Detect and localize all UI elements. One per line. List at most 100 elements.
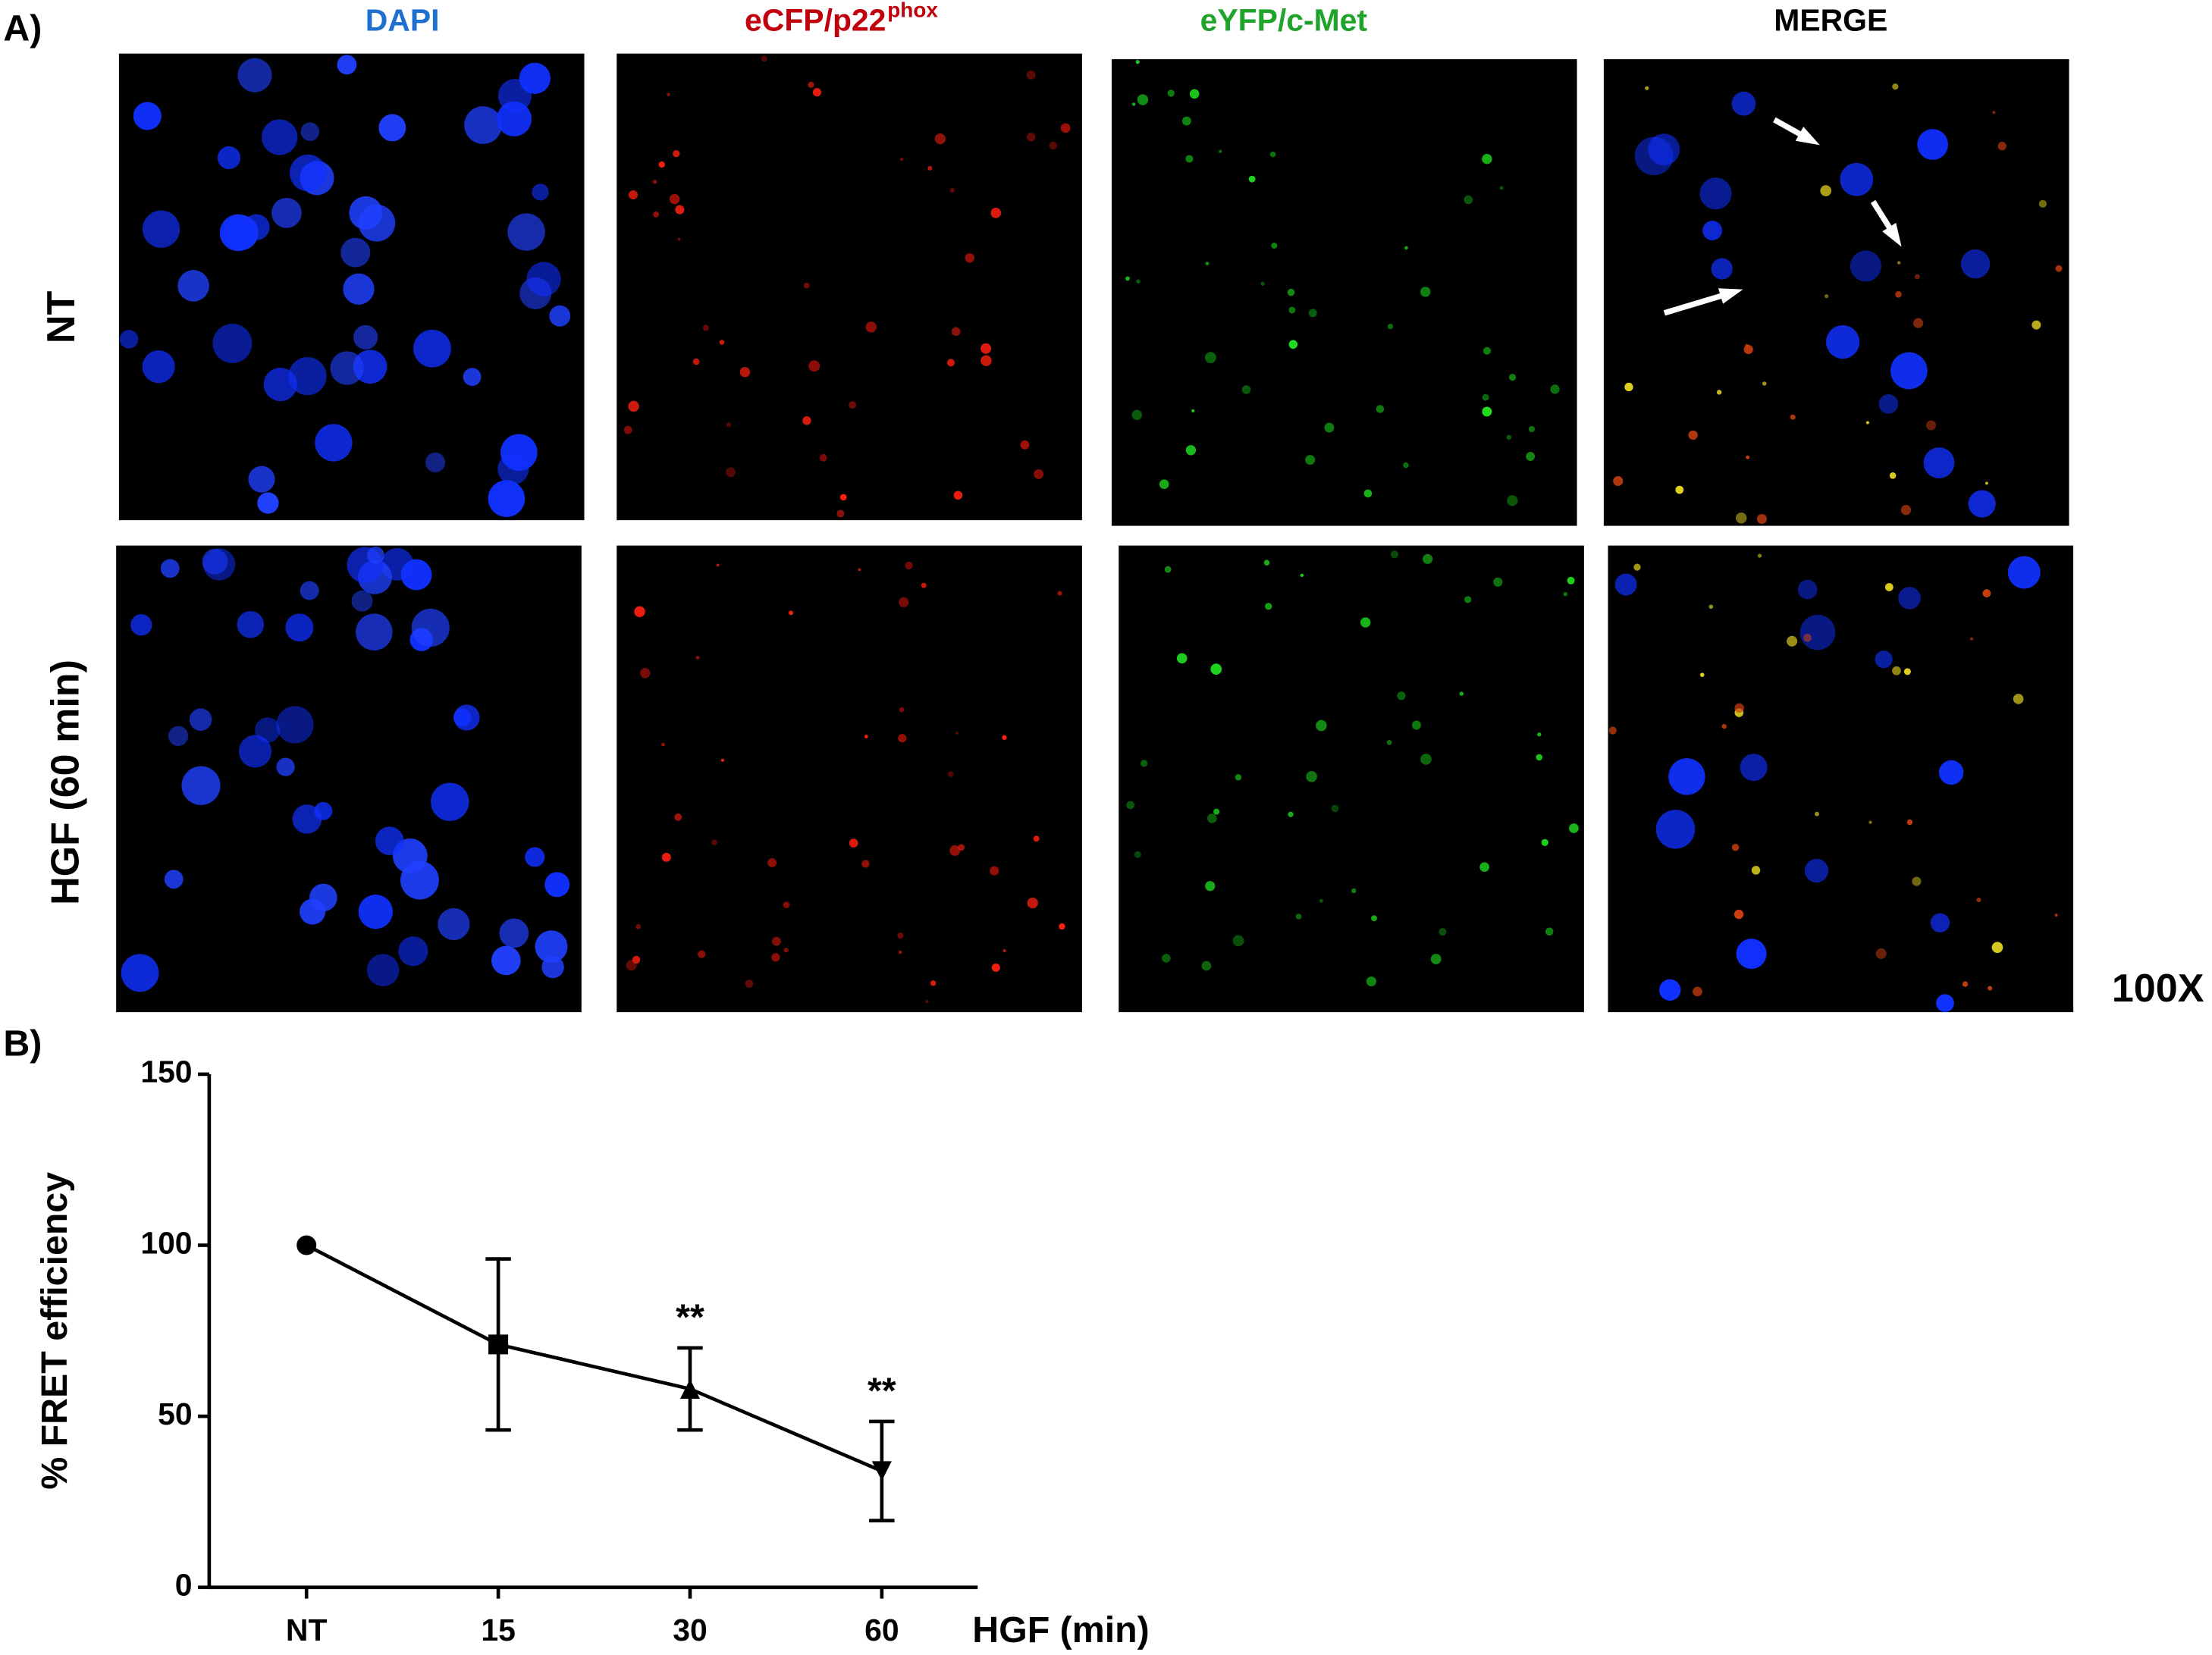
cell-dot (1499, 186, 1504, 190)
cell-dot (1459, 691, 1464, 696)
cell-dot (1878, 394, 1899, 414)
cell-dot (865, 321, 877, 333)
cell-dot (2055, 265, 2063, 272)
cell-dot (1493, 577, 1503, 587)
cell-dot (431, 782, 469, 821)
cell-dot (499, 918, 529, 948)
cell-dot (1884, 583, 1894, 591)
cell-dot (1815, 811, 1819, 817)
cell-dot (1716, 390, 1722, 395)
cell-dot (262, 119, 298, 155)
cell-dot (1731, 91, 1756, 116)
cell-dot (1265, 603, 1272, 610)
cell-dot (1900, 504, 1912, 516)
column-header: eCFP/p22 (745, 3, 886, 38)
cell-dot (1288, 811, 1294, 817)
cell-dot (189, 708, 212, 731)
cell-dot (1137, 94, 1149, 105)
cell-dot (351, 590, 373, 612)
cell-dot (849, 401, 857, 409)
cell-dot (1483, 346, 1492, 355)
cell-dot (248, 465, 275, 493)
column-header-superscript: phox (887, 0, 938, 21)
cell-dot (340, 237, 371, 268)
cell-dot (413, 329, 451, 368)
cell-dot (675, 205, 685, 215)
x-tick-label: 60 (864, 1613, 899, 1647)
cell-dot (1423, 553, 1433, 564)
cell-dot (177, 270, 209, 302)
cell-dot (1386, 740, 1392, 745)
cell-dot (661, 742, 665, 747)
cell-dot (1213, 808, 1220, 815)
cell-dot (1688, 430, 1698, 440)
cell-dot (257, 492, 279, 514)
panel-label: B) (3, 1023, 42, 1064)
cell-dot (1135, 60, 1140, 64)
cell-dot (330, 351, 364, 385)
cell-dot (949, 845, 961, 856)
cell-dot (1482, 393, 1489, 401)
marker (679, 1379, 700, 1400)
micrographs (116, 53, 2074, 1013)
cell-dot (1702, 221, 1723, 241)
cell-dot (160, 559, 180, 578)
cell-dot (955, 732, 959, 735)
cell-dot (1288, 306, 1296, 314)
cell-dot (1131, 409, 1143, 420)
cell-dot (507, 213, 545, 251)
cell-dot (905, 561, 913, 570)
cell-dot (1895, 291, 1902, 298)
cell-dot (1397, 691, 1406, 701)
cell-dot (1913, 318, 1924, 328)
cell-dot (1820, 185, 1832, 196)
cell-dot (720, 758, 724, 762)
cell-dot (1840, 162, 1874, 196)
cell-dot (640, 668, 651, 679)
cell-dot (1464, 195, 1473, 205)
cell-dot (1541, 838, 1548, 846)
cell-dot (285, 613, 314, 642)
cell-dot (1550, 384, 1560, 394)
cell-dot (897, 933, 904, 939)
cell-dot (1890, 352, 1928, 390)
cell-dot (1404, 246, 1408, 250)
cell-dot (1536, 754, 1543, 761)
cell-dot (990, 208, 1002, 218)
cell-dot (1316, 719, 1327, 732)
cell-dot (1787, 635, 1798, 647)
micrograph (1111, 59, 1577, 526)
cell-dot (898, 950, 902, 954)
column-header: MERGE (1774, 3, 1887, 38)
cell-dot (1205, 262, 1210, 266)
cell-dot (1917, 129, 1949, 160)
cell-dot (1746, 455, 1750, 459)
cell-dot (899, 597, 909, 607)
cell-dot (130, 614, 152, 636)
cell-dot (812, 88, 821, 97)
cell-dot (438, 907, 470, 941)
cell-dot (1319, 898, 1323, 903)
cell-dot (677, 237, 681, 241)
cell-dot (1734, 909, 1744, 920)
cell-dot (839, 494, 847, 501)
cell-dot (1645, 86, 1649, 90)
cell-dot (1059, 923, 1065, 930)
cell-dot (930, 980, 937, 986)
cell-dot (1185, 155, 1194, 163)
cell-dot (1002, 948, 1006, 953)
cell-dot (726, 422, 732, 428)
cell-dot (549, 305, 571, 327)
cell-dot (1868, 820, 1872, 824)
cell-dot (1960, 249, 1991, 279)
cell-dot (1936, 994, 1954, 1013)
cell-dot (358, 894, 393, 929)
cell-dot (1241, 385, 1251, 394)
cell-dot (1997, 141, 2006, 151)
cell-dot (1976, 897, 1981, 902)
cell-dot (1479, 862, 1489, 872)
cell-dot (1892, 83, 1899, 90)
cell-dot (315, 424, 353, 462)
cell-dot (219, 214, 257, 252)
